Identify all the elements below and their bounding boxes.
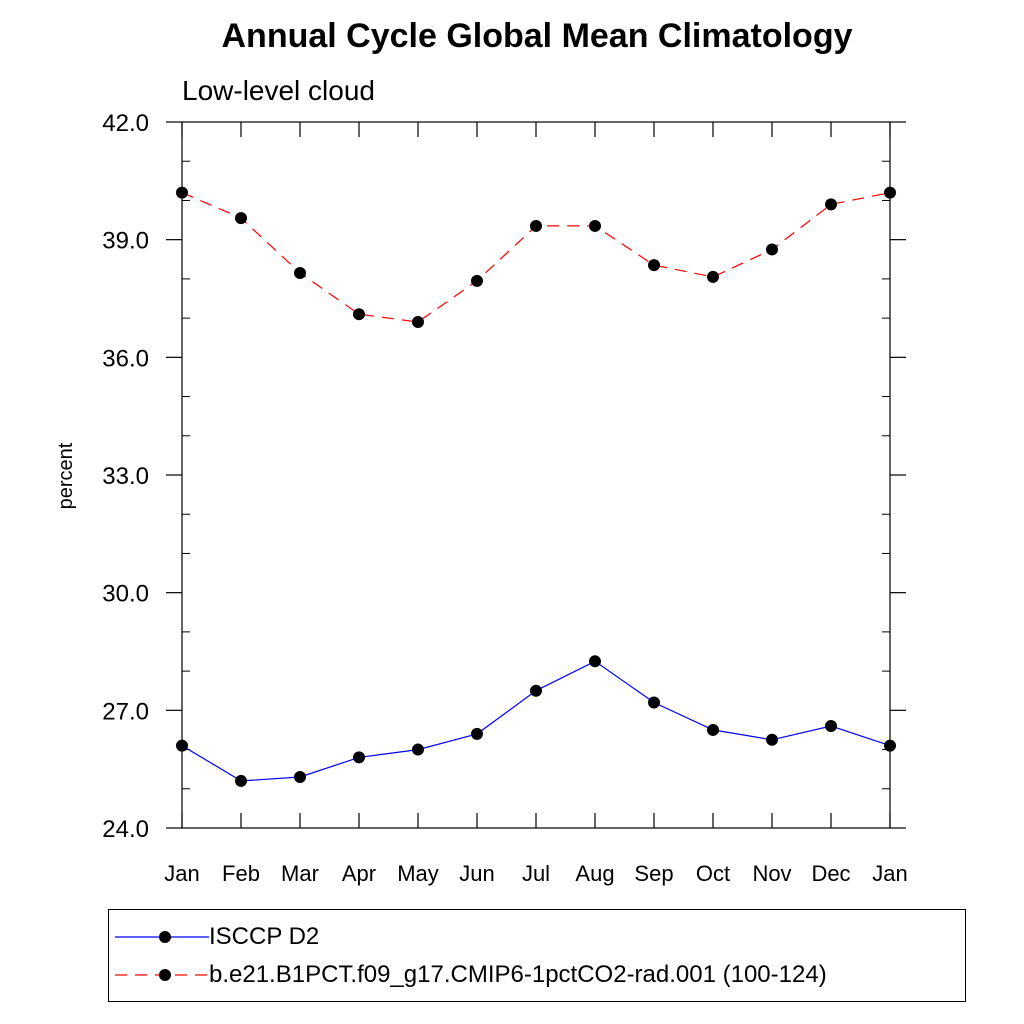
x-tick-label: May <box>397 861 439 886</box>
data-point-series-0 <box>471 727 483 740</box>
y-tick-label: 33.0 <box>102 463 149 490</box>
legend-line-dashed-icon <box>115 969 209 981</box>
data-point-series-1 <box>766 243 778 256</box>
legend-item-model: b.e21.B1PCT.f09_g17.CMIP6-1pctCO2-rad.00… <box>109 960 827 990</box>
y-tick-label: 39.0 <box>102 228 149 255</box>
chart-subtitle: Low-level cloud <box>182 75 375 106</box>
series-line-0 <box>181 660 891 782</box>
data-point-series-1 <box>353 308 365 321</box>
x-tick-label: Jan <box>872 861 907 886</box>
data-point-series-1 <box>471 274 483 287</box>
data-point-series-0 <box>648 696 660 709</box>
y-tick-label: 30.0 <box>102 581 149 608</box>
data-point-series-0 <box>530 684 542 697</box>
data-point-series-0 <box>884 739 896 752</box>
chart-title: Annual Cycle Global Mean Climatology <box>222 17 853 55</box>
legend: ISCCP D2 b.e21.B1PCT.f09_g17.CMIP6-1pctC… <box>108 909 966 1002</box>
chart: Annual Cycle Global Mean Climatology Low… <box>55 17 908 886</box>
data-point-series-0 <box>294 771 306 784</box>
legend-item-isccp: ISCCP D2 <box>109 922 319 952</box>
legend-line-solid-icon <box>115 931 209 943</box>
series-line-1 <box>181 192 891 323</box>
data-point-series-0 <box>353 751 365 764</box>
x-tick-label: Jun <box>459 861 494 886</box>
x-tick-label: Jul <box>522 861 550 886</box>
data-point-series-1 <box>176 186 188 199</box>
legend-label-isccp: ISCCP D2 <box>209 923 320 950</box>
data-point-series-1 <box>530 219 542 232</box>
data-point-series-1 <box>294 267 306 280</box>
data-point-series-0 <box>176 739 188 752</box>
y-axis-label: percent <box>55 442 77 509</box>
y-tick-label: 27.0 <box>102 698 149 725</box>
x-tick-label: Apr <box>342 861 376 886</box>
axes: 24.0 27.0 30.0 33.0 36.0 39.0 42.0 Jan Feb Mar Apr… <box>102 110 907 886</box>
legend-label-model: b.e21.B1PCT.f09_g17.CMIP6-1pctCO2-rad.00… <box>209 961 827 988</box>
x-tick-label: Jan <box>164 861 199 886</box>
series-layer <box>176 186 896 787</box>
x-tick-label: Feb <box>222 861 260 886</box>
x-tick-label: Dec <box>811 861 850 886</box>
data-point-series-1 <box>884 186 896 199</box>
data-point-series-0 <box>589 655 601 668</box>
data-point-series-0 <box>412 743 424 756</box>
data-point-series-0 <box>235 774 247 787</box>
data-point-series-1 <box>412 316 424 329</box>
y-tick-label: 36.0 <box>102 345 149 372</box>
x-tick-label: Oct <box>696 861 730 886</box>
data-point-series-1 <box>235 212 247 225</box>
y-tick-label: 24.0 <box>102 816 149 843</box>
data-point-series-1 <box>589 219 601 232</box>
x-tick-label: Nov <box>752 861 791 886</box>
x-tick-label: Sep <box>634 861 673 886</box>
data-point-series-1 <box>707 270 719 283</box>
data-point-series-1 <box>825 198 837 211</box>
data-point-series-0 <box>707 723 719 736</box>
x-tick-label: Aug <box>575 861 614 886</box>
x-tick-label: Mar <box>281 861 319 886</box>
data-point-series-0 <box>825 720 837 733</box>
data-point-series-0 <box>766 733 778 746</box>
data-point-series-1 <box>648 259 660 272</box>
y-tick-label: 42.0 <box>102 110 149 137</box>
